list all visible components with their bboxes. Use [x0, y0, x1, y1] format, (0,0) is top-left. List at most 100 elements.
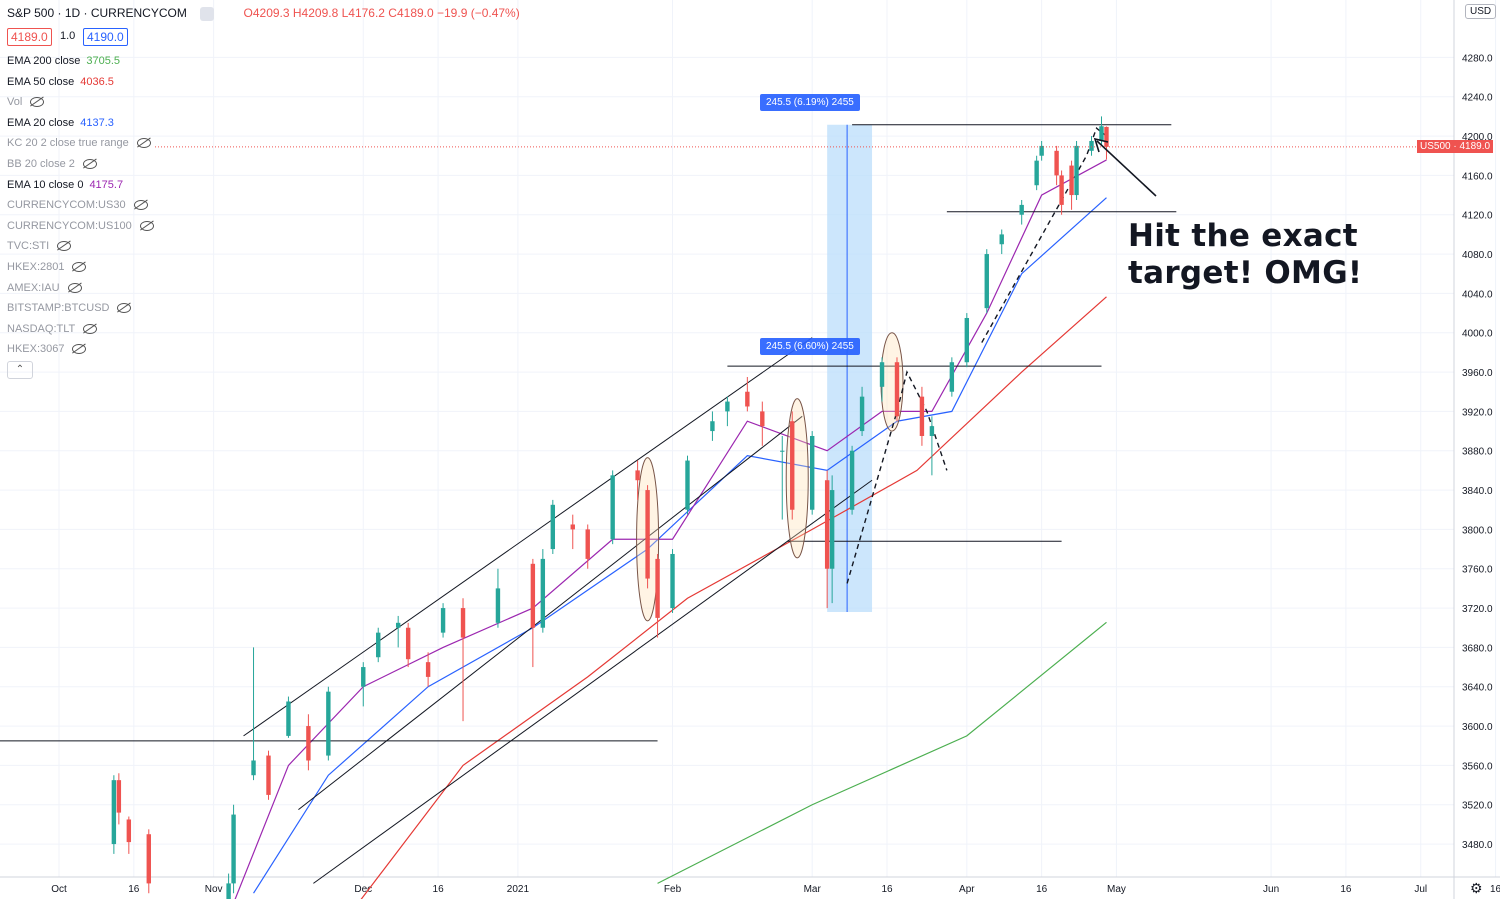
settings-gear-icon[interactable]: ⚙: [1470, 880, 1483, 896]
candle-body: [440, 608, 446, 633]
channel-middle-line: [298, 415, 803, 811]
hidden-eye-icon[interactable]: [83, 323, 98, 334]
legend-row[interactable]: TVC:STI: [7, 237, 154, 258]
hidden-eye-icon[interactable]: [30, 97, 45, 108]
hidden-eye-icon[interactable]: [136, 138, 151, 149]
ema200-line: [657, 621, 1107, 884]
y-tick-label: 4200.0: [1462, 132, 1493, 143]
candle-body: [964, 317, 970, 363]
indicator-legend: EMA 200 close 3705.5 EMA 50 close 4036.5 Vol…: [7, 52, 154, 361]
candle-body: [395, 622, 401, 628]
candle-body: [425, 662, 431, 677]
hidden-eye-icon[interactable]: [139, 220, 154, 231]
annotation-line-2: target! OMG!: [1128, 255, 1363, 291]
candle-body: [530, 563, 536, 628]
candle-body: [645, 490, 650, 579]
ema10-line: [234, 159, 1107, 899]
candle-body: [376, 632, 381, 658]
x-tick-label: Feb: [664, 884, 682, 895]
y-tick-label: 4080.0: [1462, 250, 1493, 261]
candle-body: [146, 834, 151, 884]
legend-row[interactable]: EMA 20 close 4137.3: [7, 114, 154, 135]
legend-row[interactable]: CURRENCYCOM:US30: [7, 196, 154, 217]
hidden-eye-icon[interactable]: [72, 344, 87, 355]
measure-range: [827, 124, 873, 612]
currency-label[interactable]: USD: [1465, 4, 1497, 19]
channel-upper-line: [243, 337, 813, 737]
legend-label: HKEX:3067: [7, 343, 65, 356]
legend-row[interactable]: HKEX:2801: [7, 258, 154, 279]
legend-row[interactable]: Vol: [7, 93, 154, 114]
candle-body: [670, 553, 675, 609]
buy-price[interactable]: 4190.0: [83, 28, 128, 46]
legend-label: EMA 20 close: [7, 116, 75, 129]
candle-body: [780, 450, 785, 452]
candle-body: [655, 558, 660, 618]
x-tick-label: 16: [433, 884, 445, 895]
candle-body: [949, 362, 955, 392]
y-tick-label: 4000.0: [1462, 329, 1493, 340]
legend-row[interactable]: BITSTAMP:BTCUSD: [7, 299, 154, 320]
legend-row[interactable]: EMA 200 close 3705.5: [7, 52, 154, 73]
hidden-eye-icon[interactable]: [133, 200, 148, 211]
legend-label: AMEX:IAU: [7, 281, 60, 294]
collapse-legend-button[interactable]: ⌃: [7, 361, 33, 379]
x-tick-label: 2021: [507, 884, 530, 895]
y-tick-label: 3640.0: [1462, 683, 1493, 694]
candle-body: [111, 780, 117, 845]
y-tick-label: 3520.0: [1462, 801, 1493, 812]
candle-body: [635, 470, 640, 481]
legend-label: KC 20 2 close true range: [7, 137, 129, 150]
candle-body: [824, 480, 830, 569]
hidden-eye-icon[interactable]: [72, 262, 87, 273]
x-tick-label: 16: [881, 884, 893, 895]
hidden-eye-icon[interactable]: [117, 303, 132, 314]
candle-body: [999, 234, 1004, 245]
legend-row[interactable]: NASDAQ:TLT: [7, 320, 154, 341]
hidden-eye-icon[interactable]: [57, 241, 72, 252]
legend-row[interactable]: EMA 50 close 4036.5: [7, 73, 154, 94]
candle-body: [126, 819, 132, 843]
legend-row[interactable]: EMA 10 close 0 4175.7: [7, 176, 154, 197]
sell-price[interactable]: 4189.0: [7, 28, 52, 46]
candle-body: [495, 588, 501, 623]
legend-label: TVC:STI: [7, 240, 50, 253]
candle-body: [745, 391, 750, 407]
symbol-title[interactable]: S&P 500 · 1D · CURRENCYCOM: [7, 6, 187, 20]
candle-body: [879, 362, 885, 387]
legend-label: NASDAQ:TLT: [7, 322, 76, 335]
legend-row[interactable]: KC 20 2 close true range: [7, 134, 154, 155]
ema20-line: [253, 197, 1107, 894]
legend-row[interactable]: BB 20 close 2: [7, 155, 154, 176]
candle-body: [1054, 150, 1059, 176]
legend-label: CURRENCYCOM:US100: [7, 219, 132, 232]
annotation-arrow-head: [1093, 137, 1109, 153]
candle-body: [266, 755, 271, 795]
y-tick-label: 3600.0: [1462, 722, 1493, 733]
candle-body: [685, 460, 690, 510]
legend-row[interactable]: AMEX:IAU: [7, 279, 154, 300]
candle-body: [1099, 126, 1104, 141]
legend-value: 4175.7: [89, 178, 124, 191]
candle-body: [984, 254, 989, 309]
candle-body: [760, 411, 765, 427]
last-price-tag: US500 · 4189.0: [1417, 140, 1494, 153]
legend-label: BB 20 close 2: [7, 157, 75, 170]
highlight-ellipse: [785, 398, 809, 559]
legend-value: 4036.5: [80, 75, 114, 88]
legend-row[interactable]: CURRENCYCOM:US100: [7, 217, 154, 238]
candle-body: [710, 421, 715, 432]
candle-body: [226, 883, 231, 899]
hidden-eye-icon[interactable]: [82, 159, 97, 170]
x-tick-label: Jun: [1263, 884, 1279, 895]
candle-body: [790, 421, 795, 510]
compare-icon[interactable]: [200, 6, 215, 21]
hidden-eye-icon[interactable]: [67, 282, 82, 293]
channel-lower-line: [313, 479, 873, 884]
candle-body: [1019, 204, 1024, 215]
legend-row[interactable]: HKEX:3067: [7, 340, 154, 361]
x-tick-label: Mar: [804, 884, 822, 895]
candle-body: [829, 490, 835, 569]
candle-body: [1089, 140, 1094, 151]
